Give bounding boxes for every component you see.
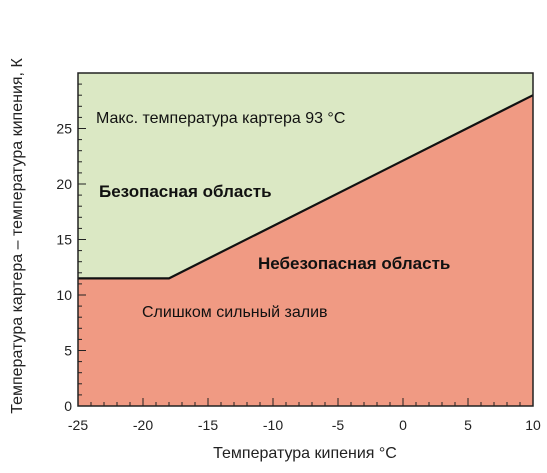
x-axis-title: Температура кипения °С (213, 445, 397, 462)
x-tick-label: 5 (464, 417, 472, 433)
x-tick-label: -15 (198, 417, 218, 433)
x-tick-label: -5 (332, 417, 345, 433)
x-tick-label: -10 (263, 417, 283, 433)
annotation-unsafe-area: Небезопасная область (258, 254, 450, 273)
y-axis-title: Температура картера – температура кипени… (9, 58, 26, 414)
y-tick-label: 10 (56, 287, 72, 303)
y-tick-labels: 0 5 10 15 20 25 (56, 121, 72, 415)
y-tick-label: 20 (56, 176, 72, 192)
y-tick-label: 15 (56, 232, 72, 248)
x-tick-label: -25 (68, 417, 88, 433)
y-tick-label: 0 (64, 398, 72, 414)
y-tick-label: 25 (56, 121, 72, 137)
annotation-too-much-flooding: Слишком сильный залив (142, 304, 328, 321)
x-tick-label: 0 (399, 417, 407, 433)
y-tick-label: 5 (64, 343, 72, 359)
annotation-max-crankcase-temp: Макс. температура картера 93 °С (96, 110, 345, 127)
x-tick-labels: -25 -20 -15 -10 -5 0 5 10 (68, 417, 541, 433)
annotation-safe-area: Безопасная область (99, 182, 272, 201)
x-tick-label: 10 (525, 417, 541, 433)
x-tick-label: -20 (133, 417, 153, 433)
